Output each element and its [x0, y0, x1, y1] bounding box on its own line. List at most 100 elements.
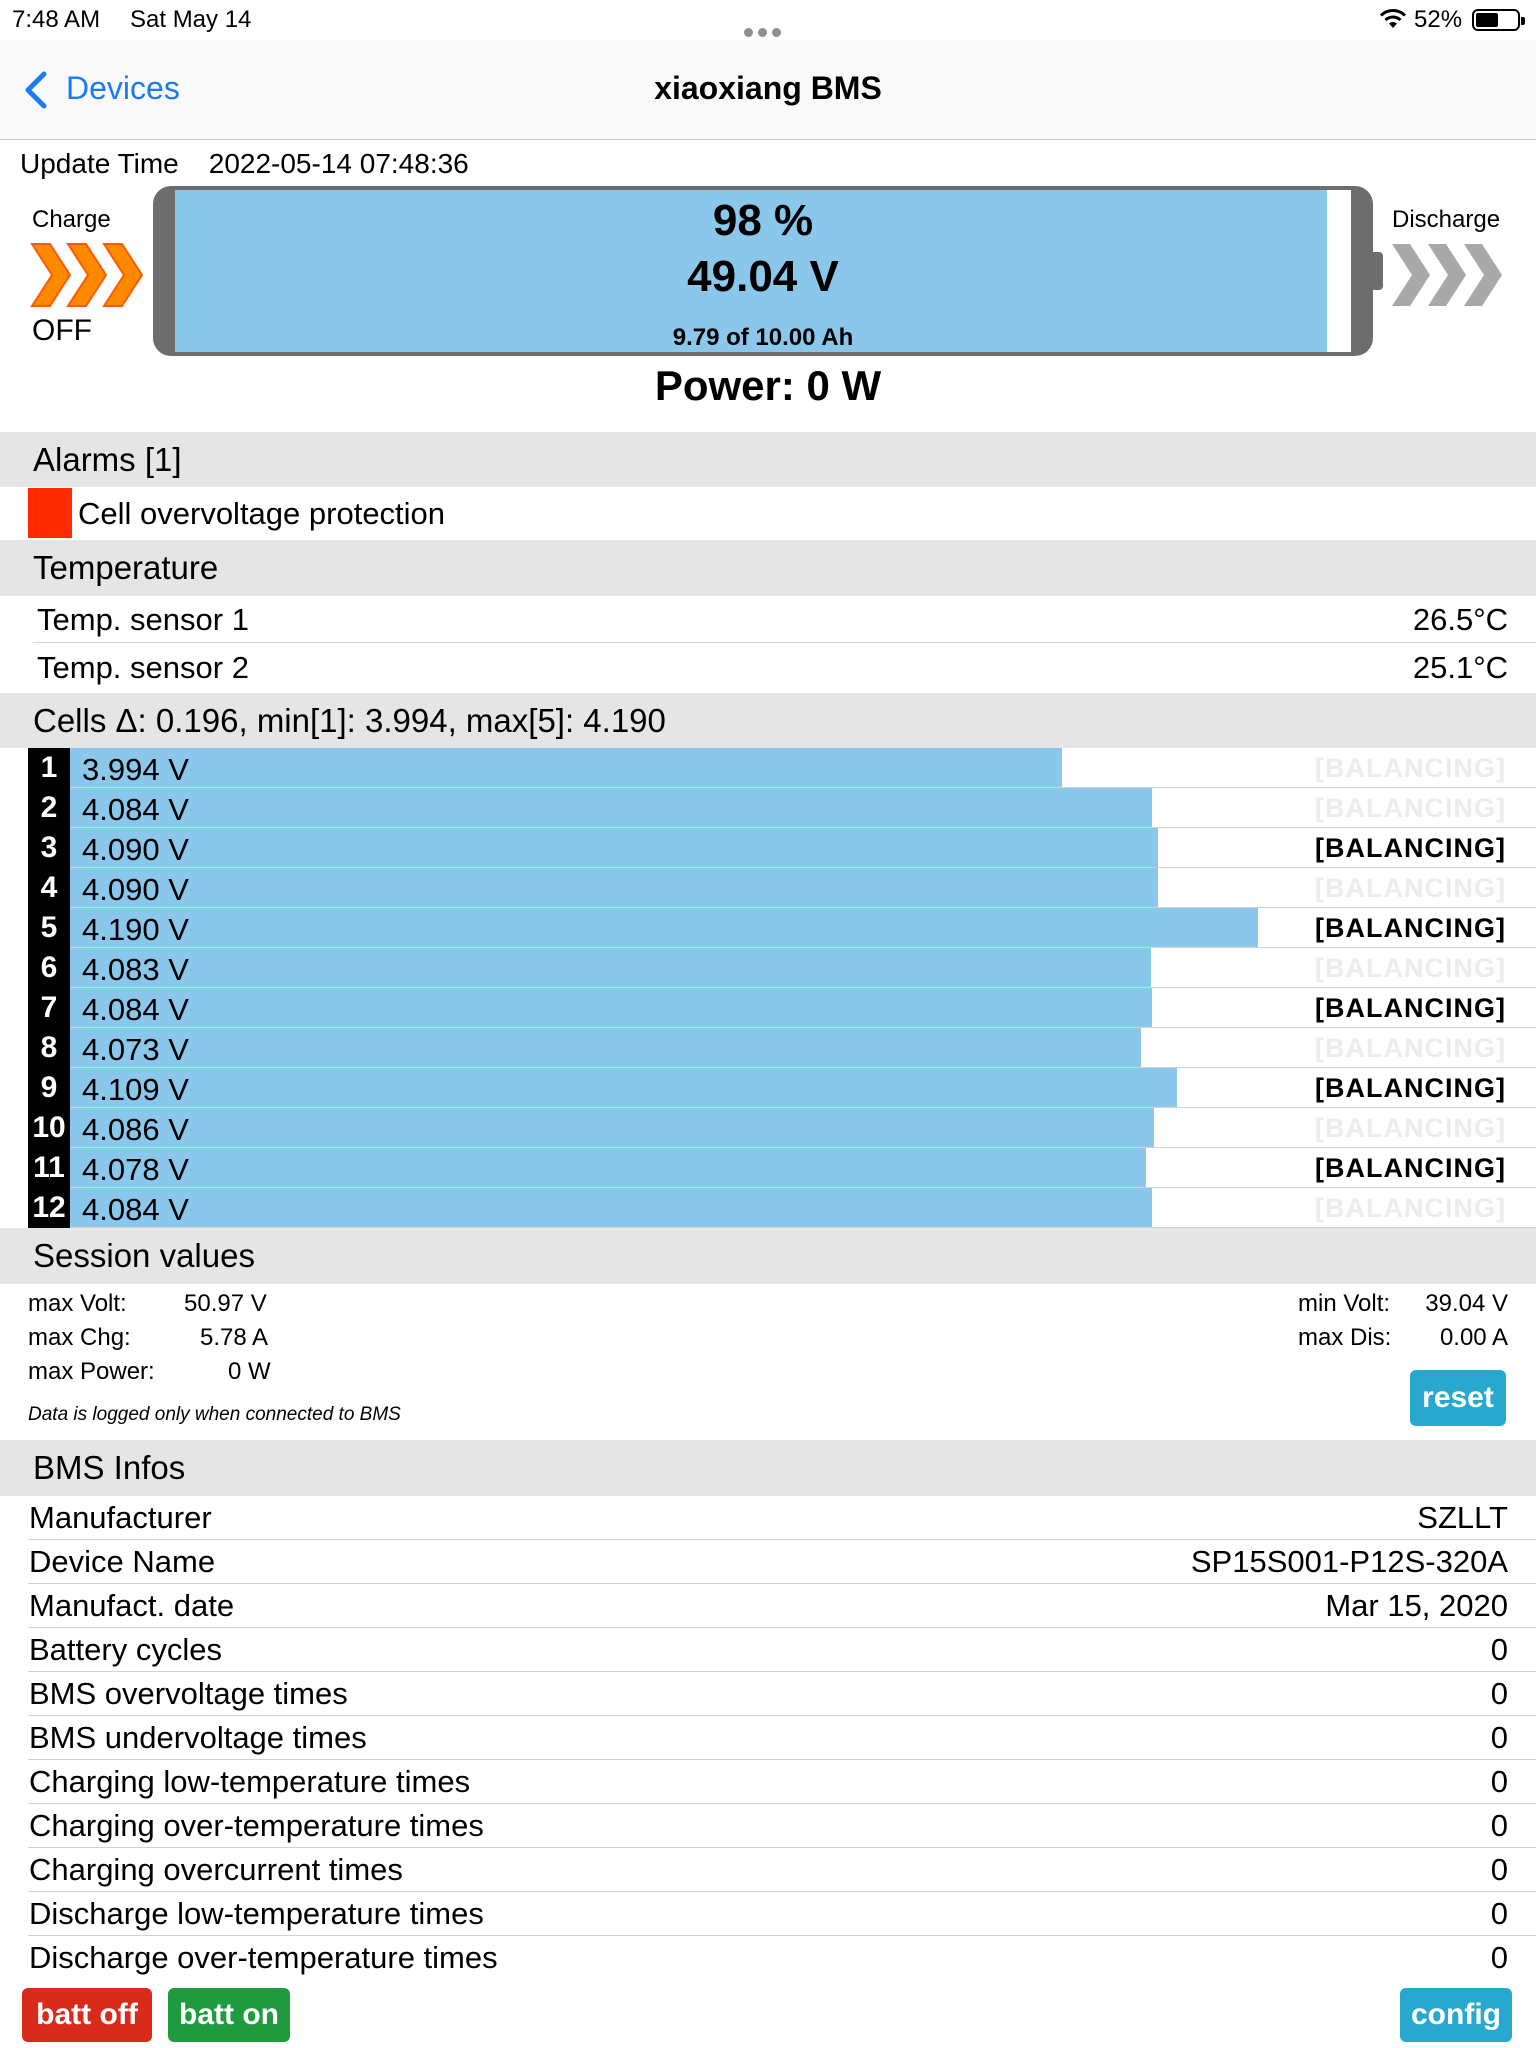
charge-arrows-icon[interactable]	[30, 240, 146, 310]
power-readout: Power: 0 W	[654, 362, 882, 409]
bms-info-label: Charging low-temperature times	[29, 1764, 471, 1799]
cell-voltage-bar	[70, 1188, 1152, 1228]
cell-row: 1 3.994 V [BALANCING]	[28, 748, 1536, 788]
update-time: Update Time 2022-05-14 07:48:36	[20, 148, 469, 180]
cell-voltage: 4.109 V	[82, 1072, 189, 1107]
bms-info-label: Discharge over-temperature times	[29, 1940, 498, 1975]
balancing-status: [BALANCING]	[1315, 833, 1506, 863]
chevron-left-icon[interactable]	[22, 70, 52, 110]
balancing-status: [BALANCING]	[1315, 1153, 1506, 1183]
cell-voltage: 4.073 V	[82, 1032, 189, 1067]
max-dis-value: 0.00 A	[1439, 1324, 1508, 1351]
bms-info-value: 0	[1490, 1764, 1508, 1799]
cell-voltage-bar	[70, 988, 1152, 1028]
cell-number: 12	[28, 1188, 70, 1228]
cell-voltage: 4.084 V	[82, 992, 189, 1027]
bms-info-value: 0	[1490, 1852, 1508, 1887]
bms-info-value: SZLLT	[1417, 1500, 1508, 1535]
config-button[interactable]: config	[1400, 1988, 1512, 2042]
temp-label: Temp. sensor 1	[37, 602, 249, 637]
battery-terminal	[1371, 252, 1383, 290]
multitasking-dots-icon[interactable]	[744, 16, 792, 37]
batt-on-button[interactable]: batt on	[168, 1988, 290, 2042]
cell-voltage: 4.190 V	[82, 912, 189, 947]
cell-voltage-bar	[70, 1148, 1146, 1188]
cell-voltage-bar	[70, 748, 1062, 788]
alarm-indicator	[28, 488, 72, 538]
cell-row: 9 4.109 V [BALANCING]	[28, 1068, 1536, 1108]
session-header: Session values	[0, 1228, 1536, 1284]
cell-voltage-bar	[70, 1068, 1177, 1108]
cell-number: 2	[28, 788, 70, 828]
temp-label: Temp. sensor 2	[37, 650, 249, 685]
battery-pack-gauge: 98 % 49.04 V 9.79 of 10.00 Ah	[153, 186, 1383, 356]
battery-icon	[1472, 9, 1525, 31]
discharge-arrows-icon[interactable]	[1390, 240, 1506, 310]
cell-number: 3	[28, 828, 70, 868]
bms-info-value: 0	[1490, 1940, 1508, 1975]
charge-label: Charge	[32, 206, 111, 233]
cell-voltage: 3.994 V	[82, 752, 189, 787]
bms-info-label: Discharge low-temperature times	[29, 1896, 484, 1931]
reset-button[interactable]: reset	[1410, 1370, 1506, 1426]
back-button[interactable]: Devices	[66, 70, 180, 106]
cell-number: 9	[28, 1068, 70, 1108]
cell-number: 4	[28, 868, 70, 908]
alarms-header: Alarms [1]	[0, 432, 1536, 487]
batt-off-button[interactable]: batt off	[22, 1988, 152, 2042]
cell-row: 12 4.084 V [BALANCING]	[28, 1188, 1536, 1228]
balancing-status: [BALANCING]	[1315, 1073, 1506, 1103]
cell-row: 3 4.090 V [BALANCING]	[28, 828, 1536, 868]
status-bar: 7:48 AM Sat May 14 52%	[0, 0, 1536, 40]
bms-info-row: Charging over-temperature times 0	[28, 1804, 1536, 1848]
bms-info-row: Discharge low-temperature times 0	[28, 1892, 1536, 1936]
bms-info-row: Device Name SP15S001-P12S-320A	[28, 1540, 1536, 1584]
bms-info-value: 0	[1490, 1720, 1508, 1755]
cell-voltage-bar	[70, 788, 1152, 828]
cell-voltage-bar	[70, 908, 1258, 948]
bms-info-label: Battery cycles	[29, 1632, 222, 1667]
bms-info-label: BMS undervoltage times	[29, 1720, 367, 1755]
cell-row: 4 4.090 V [BALANCING]	[28, 868, 1536, 908]
cell-number: 6	[28, 948, 70, 988]
cell-voltage-bar	[70, 828, 1158, 868]
bms-info-label: Device Name	[29, 1544, 216, 1579]
cell-number: 5	[28, 908, 70, 948]
max-volt-label: max Volt:	[28, 1290, 127, 1317]
min-volt-value: 39.04 V	[1425, 1290, 1508, 1317]
bms-info-value: 0	[1490, 1808, 1508, 1843]
cell-row: 5 4.190 V [BALANCING]	[28, 908, 1536, 948]
bms-info-row: Charging low-temperature times 0	[28, 1760, 1536, 1804]
balancing-status: [BALANCING]	[1315, 953, 1506, 983]
update-time-value: 2022-05-14 07:48:36	[208, 148, 469, 179]
temp-value: 25.1°C	[1412, 650, 1508, 685]
cell-row: 10 4.086 V [BALANCING]	[28, 1108, 1536, 1148]
temp-row: Temp. sensor 1 26.5°C	[33, 596, 1536, 643]
bms-info-value: Mar 15, 2020	[1325, 1588, 1508, 1623]
cell-row: 11 4.078 V [BALANCING]	[28, 1148, 1536, 1188]
cell-voltage: 4.086 V	[82, 1112, 189, 1147]
bms-info-row: BMS overvoltage times 0	[28, 1672, 1536, 1716]
balancing-status: [BALANCING]	[1315, 793, 1506, 823]
bms-info-value: SP15S001-P12S-320A	[1190, 1544, 1508, 1579]
max-dis-label: max Dis:	[1298, 1324, 1392, 1351]
cell-row: 6 4.083 V [BALANCING]	[28, 948, 1536, 988]
discharge-label: Discharge	[1392, 206, 1501, 233]
cell-voltage: 4.090 V	[82, 872, 189, 907]
bms-info-label: Charging over-temperature times	[29, 1808, 484, 1843]
status-time: 7:48 AM	[12, 6, 101, 33]
temp-row: Temp. sensor 2 25.1°C	[33, 644, 1536, 691]
bms-info-row: Manufact. date Mar 15, 2020	[28, 1584, 1536, 1628]
max-power-value: 0 W	[228, 1358, 271, 1385]
bms-info-row: Charging overcurrent times 0	[28, 1848, 1536, 1892]
soc-percent: 98 %	[712, 196, 814, 245]
balancing-status: [BALANCING]	[1315, 873, 1506, 903]
max-chg-label: max Chg:	[28, 1324, 131, 1351]
bms-info-row: Discharge over-temperature times 0	[28, 1936, 1536, 1980]
max-chg-value: 5.78 A	[200, 1324, 269, 1351]
max-volt-value: 50.97 V	[184, 1290, 267, 1317]
bms-info-label: BMS overvoltage times	[29, 1676, 348, 1711]
soc-fill	[175, 190, 1327, 352]
max-power-label: max Power:	[28, 1358, 155, 1385]
balancing-status: [BALANCING]	[1315, 1033, 1506, 1063]
